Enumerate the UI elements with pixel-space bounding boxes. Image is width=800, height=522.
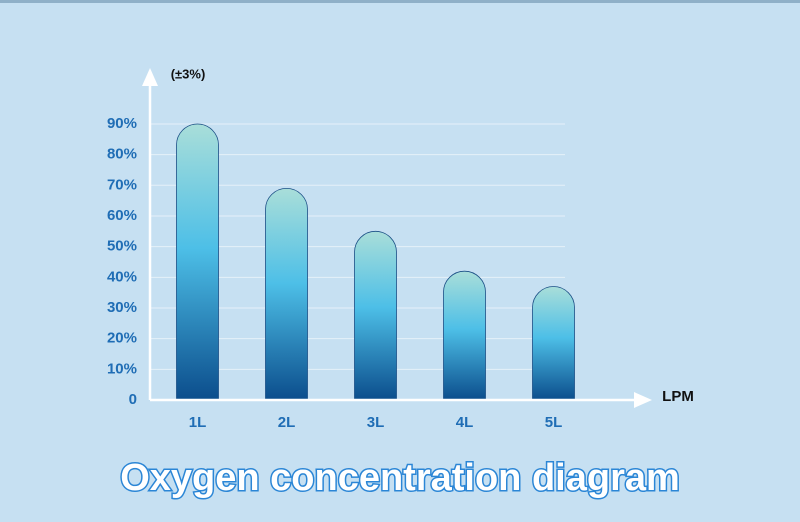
bar	[176, 123, 219, 401]
y-tick-label: 10%	[107, 360, 137, 377]
y-tick-label: 30%	[107, 299, 137, 316]
y-tick-label: 90%	[107, 115, 137, 132]
x-axis-arrow	[634, 392, 652, 408]
chart-title: Oxygen concentration diagram	[120, 457, 680, 499]
y-axis-arrow	[142, 68, 158, 86]
y-tick-label: 0	[129, 391, 137, 408]
y-axis-label: (±3%)	[171, 66, 206, 81]
x-tick-label: 5L	[545, 414, 563, 431]
y-tick-label: 40%	[107, 268, 137, 285]
y-tick-label: 50%	[107, 238, 137, 255]
bar	[532, 286, 575, 401]
plot: 0 10% 20% 30% 40% 50% 60% 70% 80% 90% 1L 2L 3L 4L 5L	[107, 115, 575, 431]
y-tick-label: 20%	[107, 330, 137, 347]
x-tick-label: 2L	[278, 414, 296, 431]
bar	[354, 230, 397, 401]
x-tick-label: 3L	[367, 414, 385, 431]
y-tick-label: 70%	[107, 176, 137, 193]
top-border	[0, 0, 800, 3]
bar	[265, 187, 308, 401]
bar	[443, 270, 486, 401]
y-tick-label: 60%	[107, 207, 137, 224]
x-tick-label: 1L	[189, 414, 207, 431]
x-axis-label: LPM	[662, 388, 694, 405]
x-tick-label: 4L	[456, 414, 474, 431]
y-tick-label: 80%	[107, 146, 137, 163]
